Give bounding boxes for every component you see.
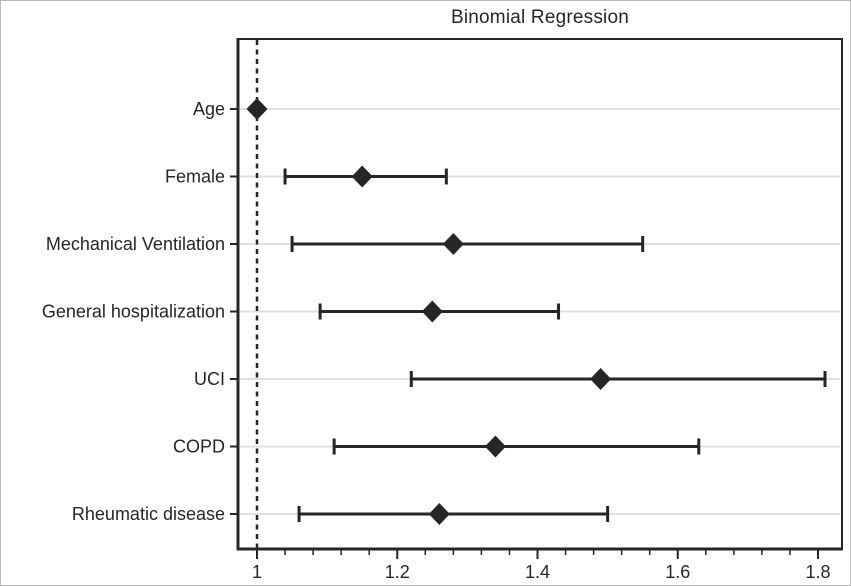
category-label: Rheumatic disease — [72, 504, 225, 524]
x-tick-label: 1.2 — [385, 562, 410, 582]
x-tick-label: 1 — [252, 562, 262, 582]
point-diamond — [442, 233, 464, 255]
x-tick-label: 1.4 — [525, 562, 550, 582]
x-tick-label: 1.8 — [805, 562, 830, 582]
chart-title: Binomial Regression — [450, 7, 630, 28]
point-diamond — [246, 98, 268, 120]
point-diamond — [428, 503, 450, 525]
category-label: UCI — [194, 369, 225, 389]
category-label: Female — [165, 167, 225, 187]
category-label: Age — [193, 99, 225, 119]
x-tick-label: 1.6 — [665, 562, 690, 582]
category-label: General hospitalization — [42, 302, 225, 322]
plot-border — [237, 38, 843, 550]
point-diamond — [590, 368, 612, 390]
point-diamond — [484, 435, 506, 458]
point-diamond — [351, 165, 373, 188]
point-diamond — [421, 300, 443, 323]
category-label: COPD — [173, 437, 225, 457]
category-label: Mechanical Ventilation — [46, 234, 225, 254]
